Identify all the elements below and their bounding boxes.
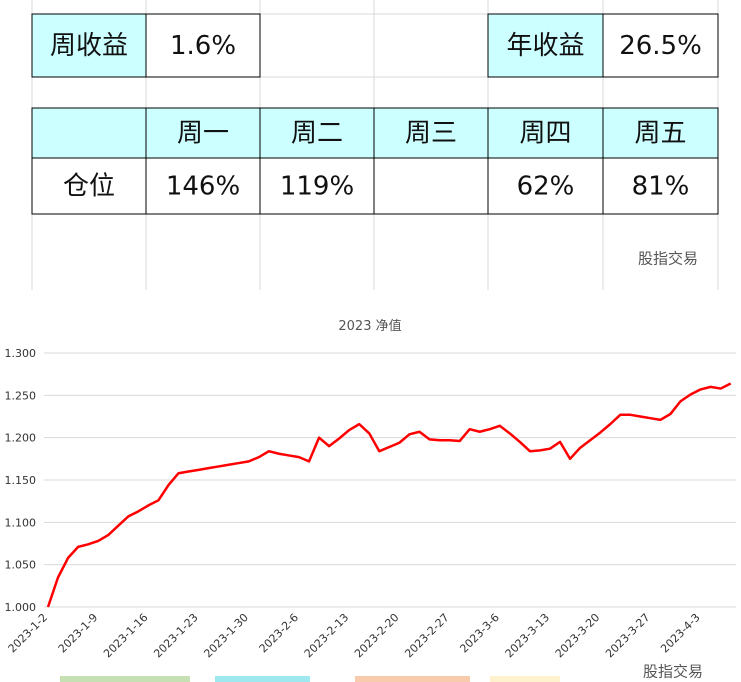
table-cell (487, 13, 604, 78)
table-cell (31, 13, 147, 78)
cell-text: 周一 (177, 119, 229, 149)
x-tick-label: 2023-2-27 (402, 611, 451, 660)
cell-text: 周收益 (50, 31, 128, 61)
y-tick-label: 1.250 (5, 389, 37, 402)
line-series (46, 382, 732, 608)
table-cell (373, 107, 489, 159)
cell-text: 周三 (405, 119, 457, 149)
x-tick-label: 2023-2-20 (352, 611, 401, 660)
x-tick-label: 2023-2-6 (257, 611, 302, 656)
y-tick-label: 1.100 (5, 516, 37, 529)
table-cell (602, 157, 719, 215)
table-cell (31, 157, 147, 215)
cell-text: 146% (166, 172, 240, 202)
x-tick-label: 2023-3-13 (503, 611, 552, 660)
y-tick-label: 1.050 (5, 559, 37, 572)
table-cell (259, 107, 375, 159)
x-tick-label: 2023-2-13 (302, 611, 351, 660)
table-cell (145, 107, 261, 159)
cell-text: 119% (280, 172, 354, 202)
cell-text: 周二 (291, 119, 343, 149)
y-tick-label: 1.000 (5, 601, 37, 614)
x-tick-label: 2023-3-20 (553, 611, 602, 660)
table-cell (602, 13, 719, 78)
x-tick-label: 2023-1-2 (6, 611, 51, 656)
x-tick-label: 2023-4-3 (658, 611, 703, 656)
cell-text: 81% (632, 172, 690, 202)
cell-text: 仓位 (63, 172, 115, 202)
table-cell (487, 157, 604, 215)
x-tick-label: 2023-1-9 (56, 611, 101, 656)
chart-title: 2023 净值 (338, 318, 401, 334)
watermark: 股指交易 (638, 250, 698, 268)
table-cell (31, 107, 147, 159)
x-tick-label: 2023-1-16 (101, 611, 150, 660)
sheet-strip (490, 676, 560, 682)
cell-text: 年收益 (506, 31, 584, 61)
cell-text: 周四 (519, 119, 571, 149)
y-tick-label: 1.150 (5, 474, 37, 487)
x-tick-label: 2023-1-23 (151, 611, 200, 660)
x-tick-label: 2023-1-30 (201, 611, 250, 660)
sheet-strip (215, 676, 310, 682)
cell-text: 26.5% (619, 31, 702, 61)
cell-text: 62% (517, 172, 575, 202)
table-cell (602, 107, 719, 159)
table-cell (145, 13, 261, 78)
table-cell (373, 157, 489, 215)
sheet-strip (355, 676, 470, 682)
table-cell (259, 157, 375, 215)
y-tick-label: 1.300 (5, 347, 37, 360)
table-cell (145, 157, 261, 215)
y-tick-label: 1.200 (5, 432, 37, 445)
cell-text: 1.6% (170, 31, 236, 61)
x-tick-label: 2023-3-6 (457, 611, 502, 656)
x-tick-label: 2023-3-27 (603, 611, 652, 660)
sheet-strip (60, 676, 190, 682)
footer-watermark: 股指交易 (643, 663, 703, 681)
cell-text: 周五 (634, 119, 686, 149)
